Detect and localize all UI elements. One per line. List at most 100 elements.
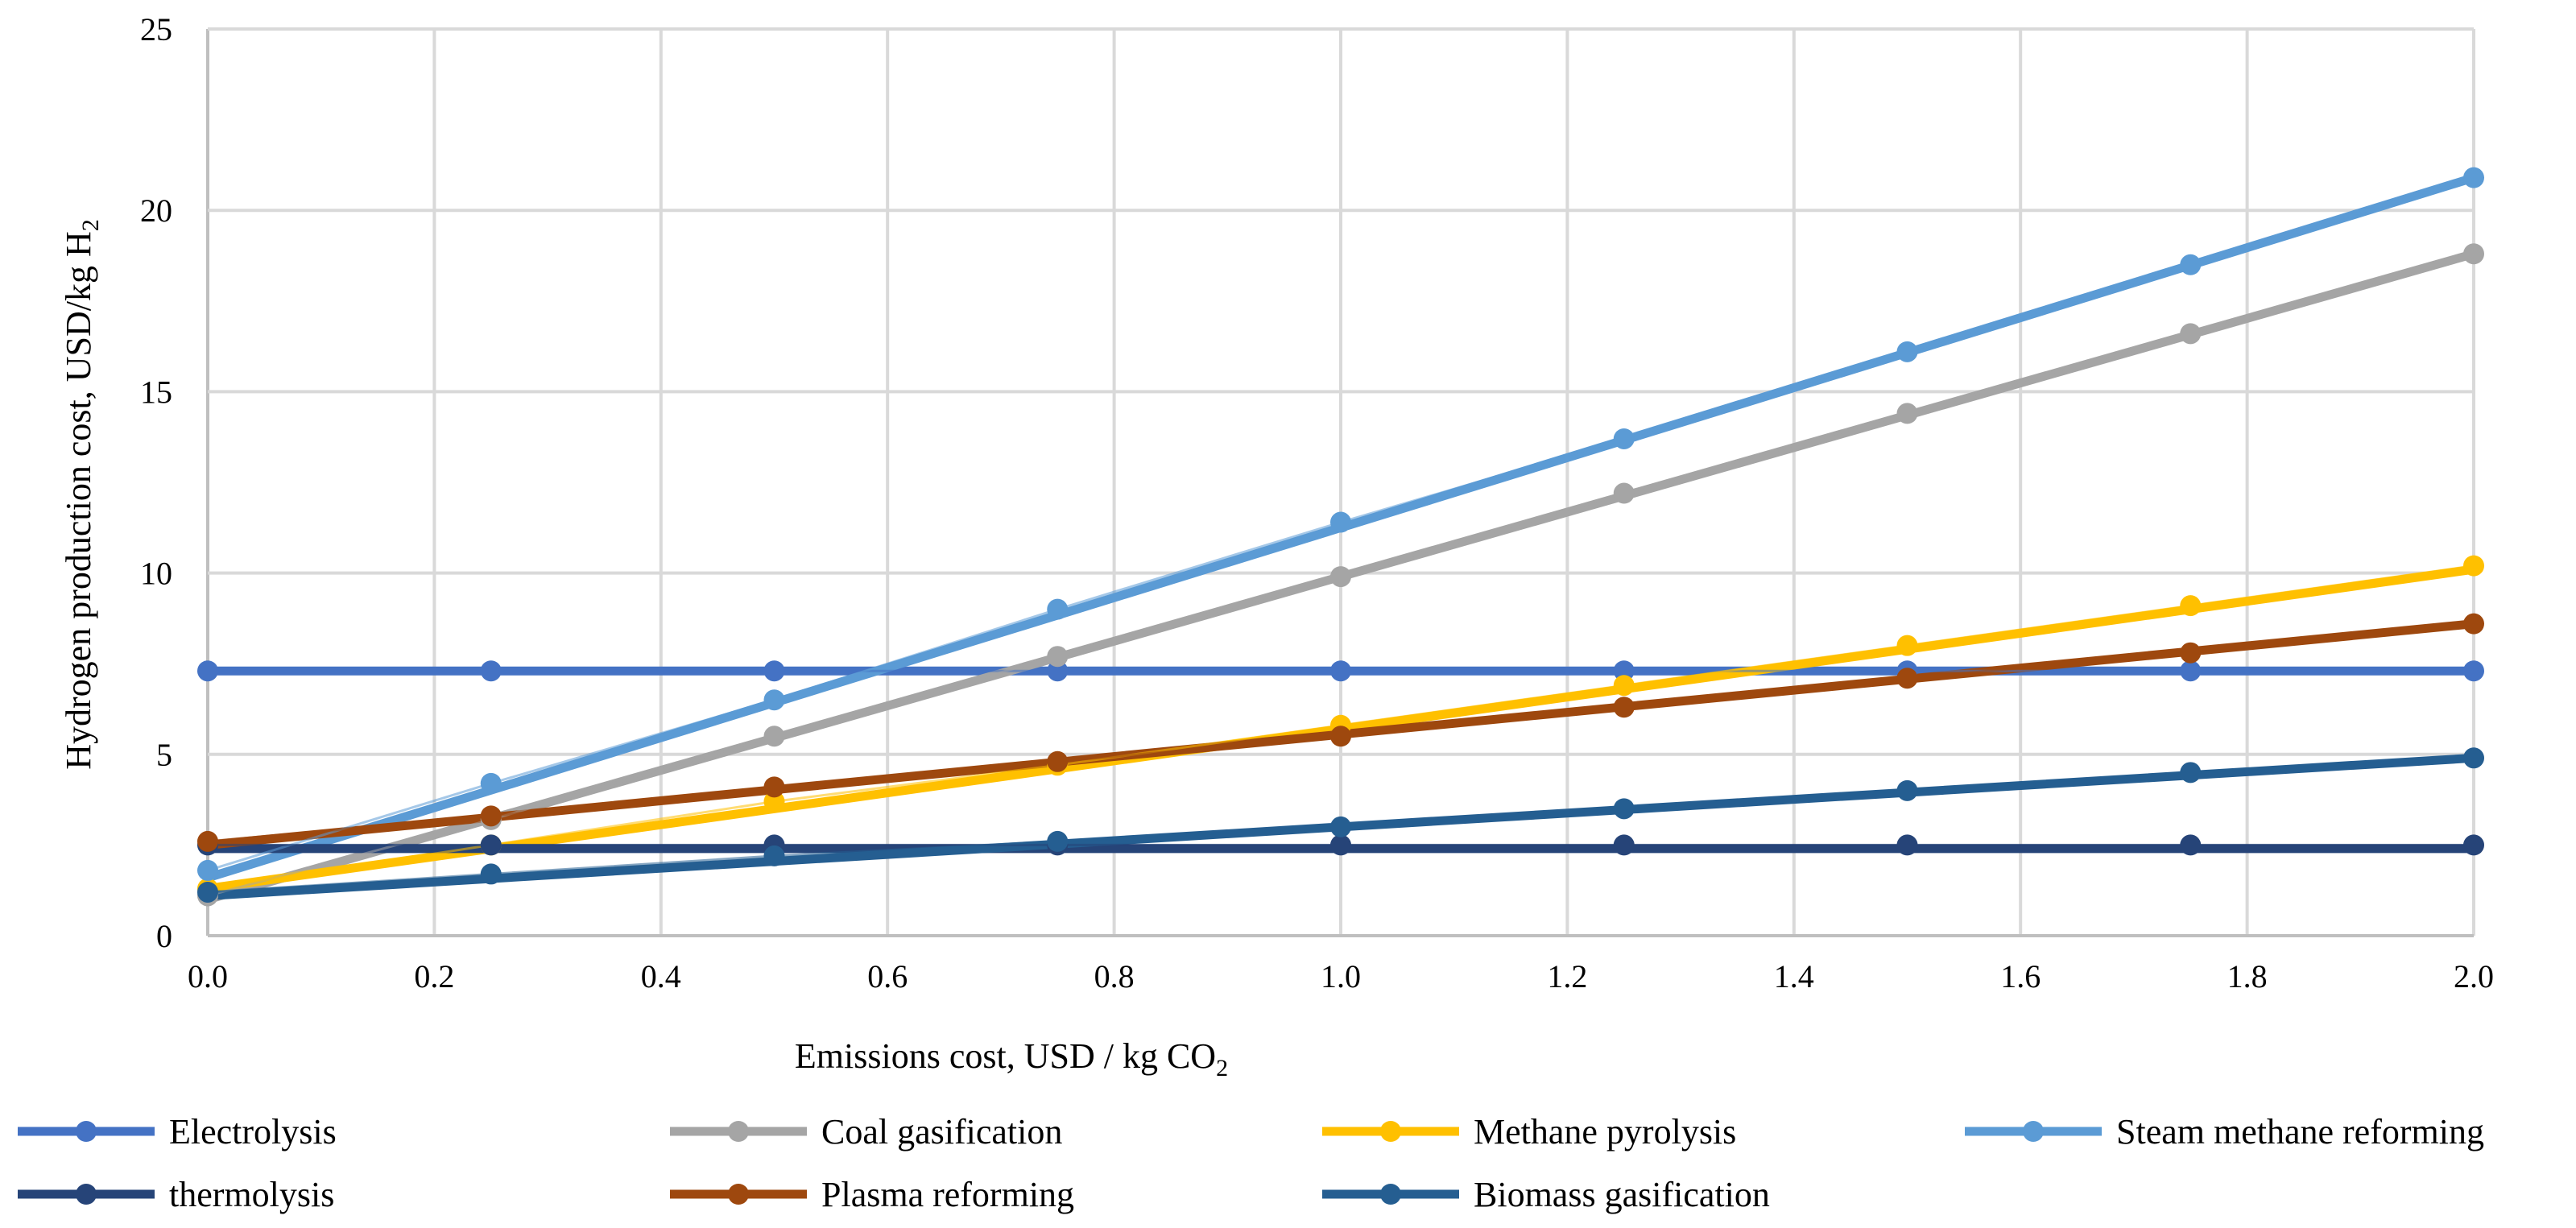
data-point-thermolysis <box>1896 834 1918 856</box>
x-tick-label: 0.8 <box>1094 958 1135 994</box>
legend-marker-thermolysis <box>76 1184 97 1205</box>
y-axis-title-sub: 2 <box>77 219 104 231</box>
data-point-methane-pyrolysis <box>2463 555 2484 577</box>
legend-label-plasma-reforming: Plasma reforming <box>821 1175 1074 1214</box>
data-point-steam-methane-reforming <box>1896 341 1918 362</box>
data-point-biomass-gasification <box>480 863 502 885</box>
data-point-electrolysis <box>763 660 785 682</box>
data-point-steam-methane-reforming <box>763 689 785 711</box>
data-point-biomass-gasification <box>1330 816 1351 837</box>
data-point-plasma-reforming <box>2180 642 2202 664</box>
x-tick-label: 1.6 <box>2000 958 2041 994</box>
data-point-plasma-reforming <box>763 776 785 798</box>
series-plasma-reforming <box>197 613 2484 852</box>
data-point-steam-methane-reforming <box>480 772 502 794</box>
data-point-electrolysis <box>2463 660 2484 682</box>
data-point-steam-methane-reforming <box>197 859 218 881</box>
data-point-coal-gasification <box>2463 243 2484 265</box>
data-point-methane-pyrolysis <box>2180 595 2202 617</box>
data-point-coal-gasification <box>1613 482 1635 504</box>
data-point-biomass-gasification <box>1613 798 1635 820</box>
data-point-plasma-reforming <box>2463 613 2484 635</box>
data-point-coal-gasification <box>2180 323 2202 345</box>
legend-label-electrolysis: Electrolysis <box>169 1112 337 1152</box>
x-tick-label: 1.2 <box>1547 958 1587 994</box>
series-steam-methane-reforming <box>197 167 2484 881</box>
y-tick-label: 5 <box>156 737 172 773</box>
data-point-methane-pyrolysis <box>1613 675 1635 697</box>
y-tick-label: 0 <box>156 918 172 954</box>
legend-marker-steam-methane-reforming <box>2023 1121 2044 1142</box>
x-tick-label: 1.4 <box>1774 958 1814 994</box>
data-point-electrolysis <box>1047 660 1069 682</box>
legend-item-steam-methane-reforming: Steam methane reforming <box>1965 1112 2484 1152</box>
data-point-coal-gasification <box>1330 566 1351 588</box>
legend-marker-biomass-gasification <box>1380 1184 1401 1205</box>
legend-label-methane-pyrolysis: Methane pyrolysis <box>1474 1112 1736 1152</box>
legend-item-methane-pyrolysis: Methane pyrolysis <box>1322 1112 1736 1152</box>
data-point-biomass-gasification <box>197 881 218 903</box>
x-tick-label: 2.0 <box>2454 958 2494 994</box>
data-point-steam-methane-reforming <box>1330 511 1351 533</box>
series-lines <box>197 167 2484 907</box>
legend-item-plasma-reforming: Plasma reforming <box>670 1175 1074 1214</box>
data-point-thermolysis <box>2180 834 2202 856</box>
legend-item-thermolysis: thermolysis <box>18 1175 334 1214</box>
tick-labels: 0.0 0.2 0.4 0.6 0.8 1.0 1.2 1.4 1.6 1.8 2.0 0 5 10 15 2… <box>140 11 2494 994</box>
x-axis-title-main: Emissions cost, USD / kg CO <box>795 1036 1216 1076</box>
data-point-steam-methane-reforming <box>1613 428 1635 449</box>
data-point-biomass-gasification <box>1896 779 1918 801</box>
data-point-coal-gasification <box>1896 403 1918 424</box>
data-point-coal-gasification <box>1047 646 1069 668</box>
legend-item-coal-gasification: Coal gasification <box>670 1112 1062 1152</box>
data-point-biomass-gasification <box>763 845 785 866</box>
legend-marker-coal-gasification <box>728 1121 749 1142</box>
data-point-steam-methane-reforming <box>1047 598 1069 620</box>
legend-item-biomass-gasification: Biomass gasification <box>1322 1175 1770 1214</box>
y-tick-label: 10 <box>140 556 172 592</box>
data-point-thermolysis <box>1330 834 1351 856</box>
legend: Electrolysis Coal gasification Methane pyr… <box>18 1112 2484 1214</box>
data-point-electrolysis <box>1330 660 1351 682</box>
data-point-electrolysis <box>480 660 502 682</box>
data-point-coal-gasification <box>763 726 785 747</box>
data-point-steam-methane-reforming <box>2463 167 2484 188</box>
legend-label-steam-methane-reforming: Steam methane reforming <box>2116 1112 2484 1152</box>
y-tick-label: 25 <box>140 11 172 48</box>
data-point-methane-pyrolysis <box>763 791 785 812</box>
x-axis-title-sub: 2 <box>1216 1055 1228 1081</box>
x-tick-label: 1.0 <box>1321 958 1361 994</box>
y-axis-title: Hydrogen production cost, USD/kg H2 <box>59 219 104 770</box>
x-tick-label: 0.6 <box>867 958 908 994</box>
data-point-plasma-reforming <box>197 830 218 852</box>
x-tick-label: 0.0 <box>188 958 228 994</box>
data-point-plasma-reforming <box>480 805 502 827</box>
y-tick-label: 20 <box>140 192 172 229</box>
legend-label-thermolysis: thermolysis <box>169 1175 334 1214</box>
data-point-biomass-gasification <box>1047 830 1069 852</box>
data-point-plasma-reforming <box>1047 750 1069 772</box>
data-point-steam-methane-reforming <box>2180 254 2202 275</box>
data-point-electrolysis <box>197 660 218 682</box>
data-point-plasma-reforming <box>1613 697 1635 718</box>
series-biomass-gasification <box>197 747 2484 903</box>
legend-item-electrolysis: Electrolysis <box>18 1112 337 1152</box>
data-point-biomass-gasification <box>2463 747 2484 769</box>
legend-marker-methane-pyrolysis <box>1380 1121 1401 1142</box>
legend-marker-electrolysis <box>76 1121 97 1142</box>
data-point-electrolysis <box>2180 660 2202 682</box>
data-point-methane-pyrolysis <box>1896 635 1918 656</box>
data-point-biomass-gasification <box>2180 762 2202 784</box>
x-tick-label: 1.8 <box>2227 958 2268 994</box>
data-point-plasma-reforming <box>1330 726 1351 747</box>
x-axis-title: Emissions cost, USD / kg CO2 <box>795 1036 1228 1081</box>
legend-label-coal-gasification: Coal gasification <box>821 1112 1062 1152</box>
series-electrolysis <box>197 660 2484 682</box>
data-point-thermolysis <box>480 834 502 856</box>
y-axis-title-main: Hydrogen production cost, USD/kg H <box>59 231 98 770</box>
y-tick-label: 15 <box>140 374 172 410</box>
x-tick-label: 0.2 <box>414 958 454 994</box>
data-point-plasma-reforming <box>1896 668 1918 689</box>
legend-label-biomass-gasification: Biomass gasification <box>1474 1175 1770 1214</box>
